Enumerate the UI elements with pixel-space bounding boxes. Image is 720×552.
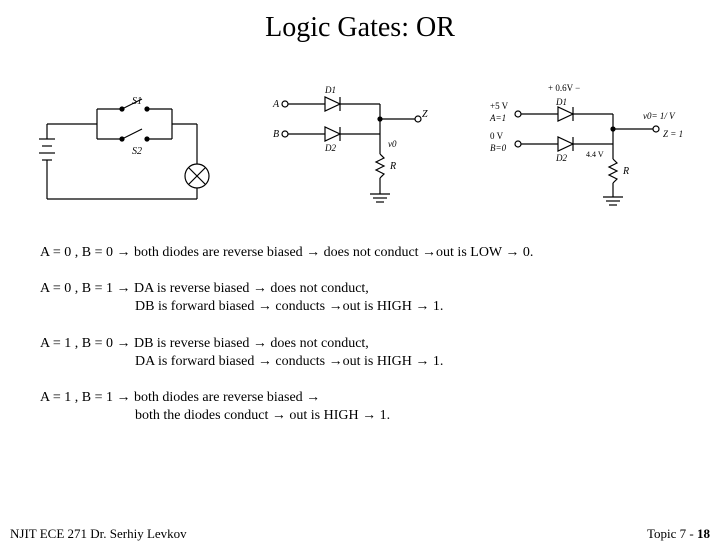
label-zeq: Z = 1: [663, 129, 683, 139]
label-d2: D2: [324, 143, 336, 153]
label-a: A: [272, 99, 280, 110]
explanation-block: A = 0 , B = 0 → both diodes are reverse …: [40, 244, 680, 425]
label-44v: 4.4 V: [586, 150, 604, 159]
case-01: A = 0 , B = 1 → DA is reverse biased → d…: [40, 280, 680, 316]
label-z: Z: [422, 109, 428, 120]
label-top-volt: + 0.6V −: [548, 83, 580, 93]
diagram-diode-or-voltages: + 0.6V − +5 V A=1 0 V B=0 D1 D2 4.4 V v0…: [477, 79, 710, 219]
label-d1b: D1: [555, 97, 567, 107]
label-0v: 0 V: [490, 131, 504, 141]
page-title: Logic Gates: OR: [0, 12, 720, 44]
label-r: R: [389, 161, 396, 172]
label-d2b: D2: [555, 153, 567, 163]
diagram-row: S1 S2: [10, 74, 710, 224]
label-aeq1: A=1: [489, 113, 506, 123]
case-10: A = 1 , B = 0 → DB is reverse biased → d…: [40, 335, 680, 371]
label-s1: S1: [132, 96, 142, 107]
label-d1: D1: [324, 85, 336, 95]
label-a5v: +5 V: [490, 101, 509, 111]
label-b: B: [273, 129, 279, 140]
case-00: A = 0 , B = 0 → both diodes are reverse …: [40, 244, 680, 262]
diagram-diode-or: A B D1 D2 Z v0 R: [243, 79, 476, 219]
label-s2: S2: [132, 146, 142, 157]
label-v0r: v0= 1/ V: [643, 111, 676, 121]
case-11: A = 1 , B = 1 → both diodes are reverse …: [40, 389, 680, 425]
label-beq0: B=0: [490, 143, 507, 153]
diagram-switch-circuit: S1 S2: [10, 84, 243, 214]
label-r2: R: [622, 166, 629, 177]
label-v0: v0: [388, 139, 397, 149]
